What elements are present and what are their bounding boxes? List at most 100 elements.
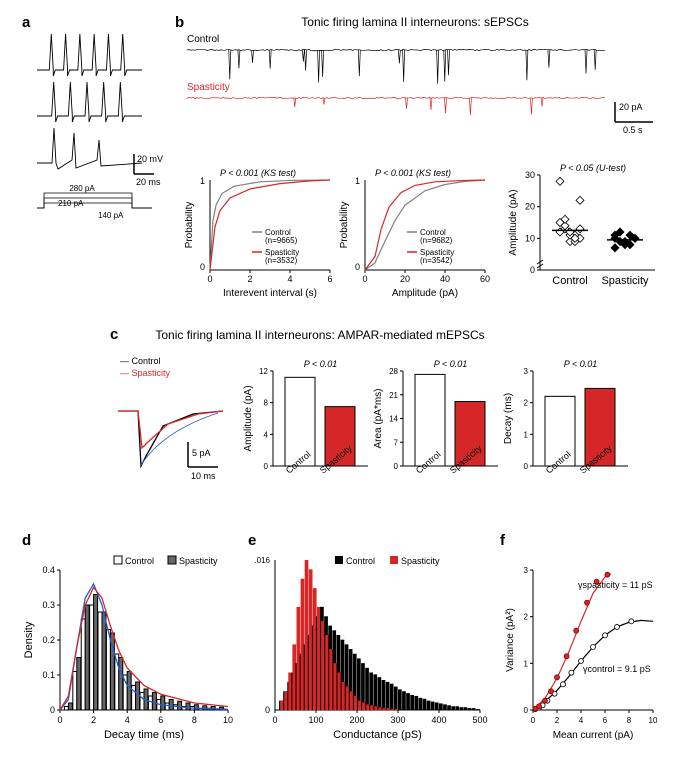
svg-text:20: 20 [525,202,535,212]
svg-text:Decay time (ms): Decay time (ms) [104,729,184,741]
svg-text:1: 1 [524,659,529,668]
svg-text:60: 60 [480,274,490,284]
svg-text:(n=9665): (n=9665) [265,236,298,245]
svg-text:0.1: 0.1 [42,670,55,680]
svg-text:1: 1 [200,176,205,186]
svg-text:21: 21 [389,391,398,400]
svg-text:30: 30 [525,170,535,180]
svg-text:1: 1 [524,430,529,439]
panel-label-b: b [175,14,184,31]
svg-text:0: 0 [264,462,269,471]
svg-text:Control: Control [552,275,587,287]
svg-text:Probability: Probability [339,202,350,249]
svg-text:4: 4 [264,430,269,439]
panel-a-traces: 20 mV20 ms280 pA210 pA140 pA [32,28,167,228]
svg-text:Variance (pA²): Variance (pA²) [505,608,516,672]
svg-text:210 pA: 210 pA [58,199,84,208]
svg-text:Amplitude (pA): Amplitude (pA) [243,385,254,451]
panel-b-traces: ControlSpasticity20 pA0.5 s [185,32,660,137]
svg-text:P < 0.01: P < 0.01 [434,359,467,369]
panel-c-title: Tonic firing lamina II interneurons: AMP… [130,328,510,342]
svg-text:(n=3532): (n=3532) [265,256,298,265]
svg-text:Spasticity: Spasticity [179,556,218,566]
svg-text:0: 0 [531,716,536,725]
svg-text:(n=3542): (n=3542) [420,256,453,265]
svg-text:Control: Control [187,34,219,45]
svg-text:6: 6 [327,274,332,284]
panel-c: — Control— Spasticity5 pA10 ms04812Ampli… [108,346,653,506]
svg-text:1: 1 [355,176,360,186]
svg-text:0: 0 [272,715,277,725]
svg-text:0: 0 [50,705,55,715]
svg-text:2: 2 [247,274,252,284]
svg-text:3: 3 [524,367,529,376]
svg-text:0.3: 0.3 [42,600,55,610]
svg-text:3: 3 [524,566,529,575]
figure-root: a b c d e f 20 mV20 ms280 pA210 pA140 pA… [10,10,665,749]
svg-text:Density: Density [23,621,35,658]
svg-text:0: 0 [200,262,205,272]
svg-text:4: 4 [125,715,130,725]
svg-text:γcontrol = 9.1 pS: γcontrol = 9.1 pS [583,664,651,674]
svg-text:P < 0.01: P < 0.01 [564,359,597,369]
svg-text:0: 0 [57,715,62,725]
svg-text:7: 7 [394,438,399,447]
panel-b-title: Tonic firing lamina II interneurons: sEP… [250,15,580,29]
svg-text:— Control: — Control [120,356,161,366]
panel-label-a: a [22,14,30,31]
svg-text:Probability: Probability [185,202,195,249]
svg-text:Interevent interval (s): Interevent interval (s) [223,288,317,299]
svg-text:2: 2 [555,716,560,725]
svg-text:— Spasticity: — Spasticity [120,368,171,378]
svg-text:8: 8 [627,716,632,725]
svg-text:200: 200 [349,715,364,725]
svg-text:Spasticity: Spasticity [601,275,649,287]
svg-text:0.5 s: 0.5 s [623,125,643,135]
svg-text:0: 0 [524,706,529,715]
svg-text:8: 8 [192,715,197,725]
svg-text:300: 300 [390,715,405,725]
svg-text:5 pA: 5 pA [192,448,211,458]
panel-d: 024681000.10.20.30.4Decay time (ms)Densi… [22,550,237,745]
svg-text:Control: Control [125,556,154,566]
svg-text:0: 0 [265,705,270,715]
svg-text:0: 0 [207,274,212,284]
svg-text:2: 2 [524,613,529,622]
svg-text:Mean current (pA): Mean current (pA) [553,730,634,741]
svg-text:6: 6 [603,716,608,725]
panel-b-plots: 024601Interevent interval (s)Probability… [185,160,660,310]
svg-text:0: 0 [355,262,360,272]
svg-text:400: 400 [431,715,446,725]
svg-text:10: 10 [223,715,233,725]
svg-text:28: 28 [389,367,398,376]
svg-text:20 mV: 20 mV [137,154,163,164]
svg-text:P < 0.001 (KS test): P < 0.001 (KS test) [220,168,296,178]
svg-text:500: 500 [472,715,487,725]
svg-text:280 pA: 280 pA [69,184,95,193]
svg-text:0: 0 [362,274,367,284]
panel-e: 010020030040050000.016Conductance (pS)Co… [255,550,490,745]
svg-text:Control: Control [346,556,375,566]
panel-label-f: f [500,532,505,549]
svg-text:14: 14 [389,415,398,424]
svg-text:2: 2 [524,399,529,408]
svg-text:4: 4 [579,716,584,725]
svg-text:Decay (ms): Decay (ms) [503,393,514,444]
svg-text:20: 20 [400,274,410,284]
svg-text:Amplitude (pA): Amplitude (pA) [508,189,519,255]
svg-text:Spasticity: Spasticity [187,82,230,93]
svg-text:Spasticity: Spasticity [401,556,440,566]
svg-text:8: 8 [264,399,269,408]
panel-f: 0 2 4 6 8 10 0 1 2 3 Mean current (pA) Variance (pA… [505,550,660,745]
panel-label-e: e [248,532,256,549]
svg-text:P < 0.01: P < 0.01 [304,359,337,369]
svg-text:10: 10 [649,716,658,725]
svg-text:4: 4 [287,274,292,284]
svg-text:P < 0.001 (KS test): P < 0.001 (KS test) [375,168,451,178]
svg-text:6: 6 [158,715,163,725]
svg-text:γspasticity = 11 pS: γspasticity = 11 pS [578,580,653,590]
svg-text:Amplitude (pA): Amplitude (pA) [392,288,458,299]
svg-text:Area (pA*ms): Area (pA*ms) [373,388,384,448]
svg-text:0.4: 0.4 [42,565,55,575]
svg-text:0.2: 0.2 [42,635,55,645]
